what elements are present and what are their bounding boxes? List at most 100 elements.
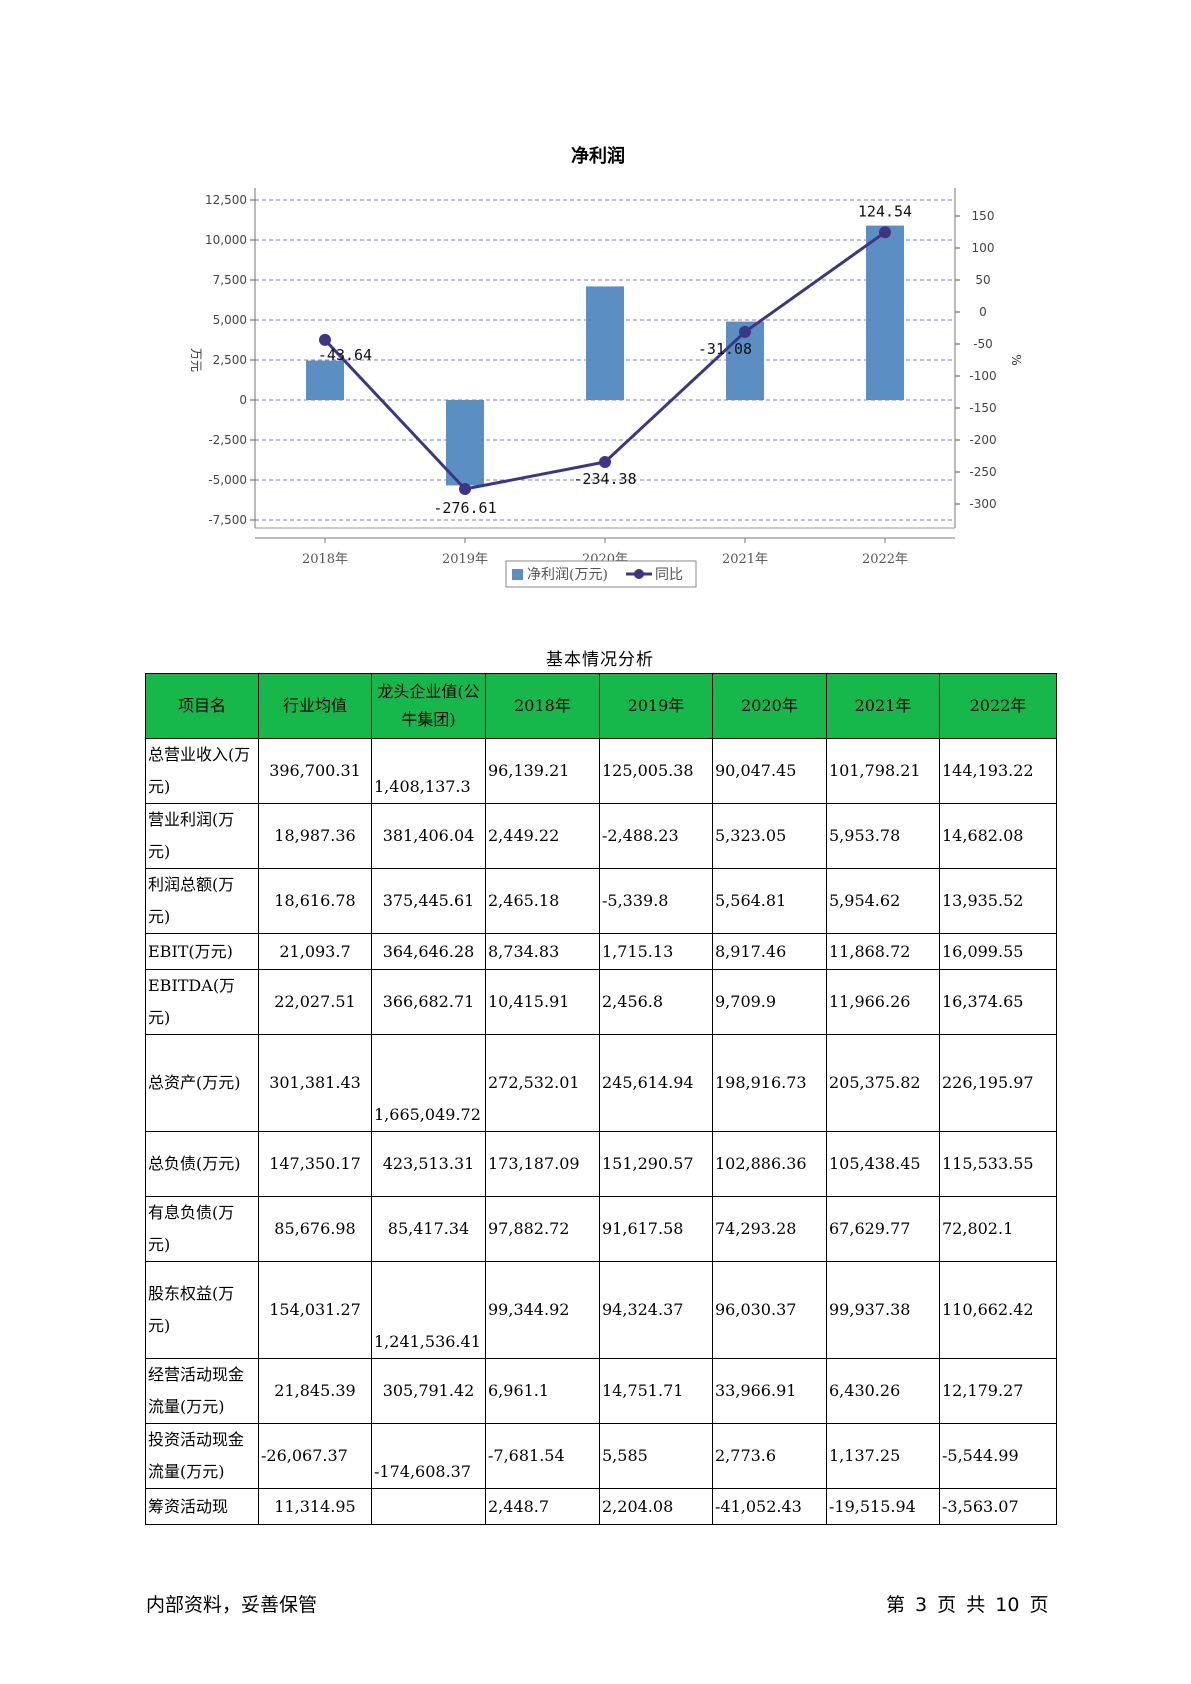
table-caption: 基本情况分析 xyxy=(546,650,654,670)
yoy-data-label: -43.64 xyxy=(318,346,372,364)
table-row: 利润总额(万元) 18,616.78 375,445.61 2,465.18 -5,33… xyxy=(145,868,1057,934)
table-cell: 97,882.72 xyxy=(485,1196,600,1262)
row-label: 总营业收入(万元) xyxy=(145,738,259,804)
table-cell: 151,290.57 xyxy=(599,1131,713,1197)
table-cell: -2,488.23 xyxy=(599,803,713,869)
y2-tick-label: -150 xyxy=(969,401,996,415)
legend-label-bar: 净利润(万元) xyxy=(527,567,608,583)
row-label: 投资活动现金流量(万元) xyxy=(145,1423,259,1489)
bar-net-profit xyxy=(586,286,624,400)
table-cell: 366,682.71 xyxy=(371,969,486,1035)
net-profit-chart: 净利润 12,500 10,000 7,500 5,000 2,500 0 -2,500 -5… xyxy=(189,145,1023,588)
table-cell: 21,093.7 xyxy=(258,933,372,970)
table-cell: -5,339.8 xyxy=(599,868,713,934)
yoy-data-label: -234.38 xyxy=(573,470,636,488)
table-cell: 22,027.51 xyxy=(258,969,372,1035)
table-cell: 94,324.37 xyxy=(599,1261,713,1359)
row-label: EBIT(万元) xyxy=(145,933,259,970)
footer-confidential-note: 内部资料，妥善保管 xyxy=(146,1594,318,1616)
y-tick-label: -2,500 xyxy=(208,433,247,447)
x-tick-label: 2022年 xyxy=(862,552,908,567)
yoy-data-label: 124.54 xyxy=(858,202,912,220)
yoy-data-label: -276.61 xyxy=(433,499,496,517)
y-tick-label: 2,500 xyxy=(213,353,247,367)
table-cell: 5,953.78 xyxy=(826,803,940,869)
table-cell: 144,193.22 xyxy=(939,738,1057,804)
table-cell: 99,344.92 xyxy=(485,1261,600,1359)
y-axis-title: 万元 xyxy=(189,348,203,372)
table-row: 营业利润(万元) 18,987.36 381,406.04 2,449.22 -2,48… xyxy=(145,803,1057,869)
table-cell: 1,665,049.72 xyxy=(371,1034,486,1132)
table-cell: 105,438.45 xyxy=(826,1131,940,1197)
table-cell: 1,137.25 xyxy=(826,1423,940,1489)
yoy-point xyxy=(599,456,611,469)
col-header-2021: 2021年 xyxy=(826,673,940,739)
table-cell: 18,987.36 xyxy=(258,803,372,869)
y2-tick-label: -50 xyxy=(973,337,993,351)
table-cell: 16,099.55 xyxy=(939,933,1057,970)
table-cell: 91,617.58 xyxy=(599,1196,713,1262)
yoy-data-label: -31.08 xyxy=(698,340,752,358)
y2-tick-label: -250 xyxy=(969,465,996,479)
y-tick-label: -7,500 xyxy=(208,513,247,527)
table-cell: 5,585 xyxy=(599,1423,713,1489)
table-cell: 67,629.77 xyxy=(826,1196,940,1262)
table-cell: 2,773.6 xyxy=(712,1423,827,1489)
col-header-2020: 2020年 xyxy=(712,673,827,739)
table-cell: 2,449.22 xyxy=(485,803,600,869)
table-cell: -26,067.37 xyxy=(258,1423,372,1489)
table-cell: 5,564.81 xyxy=(712,868,827,934)
table-row: 股东权益(万元) 154,031.27 1,241,536.41 99,344.92 9… xyxy=(145,1261,1057,1359)
table-cell: 8,734.83 xyxy=(485,933,600,970)
x-tick-label: 2019年 xyxy=(442,552,488,567)
row-label: 股东权益(万元) xyxy=(145,1261,259,1359)
table-cell: 272,532.01 xyxy=(485,1034,600,1132)
row-label: 有息负债(万元) xyxy=(145,1196,259,1262)
table-cell: 2,448.7 xyxy=(485,1488,600,1525)
table-row: 总负债(万元) 147,350.17 423,513.31 173,187.09 151… xyxy=(145,1131,1057,1197)
y-tick-label: 7,500 xyxy=(213,273,247,287)
bar-net-profit xyxy=(306,360,344,400)
legend-marker-line xyxy=(634,569,644,579)
chart-title: 净利润 xyxy=(571,145,625,167)
col-header-leader: 龙头企业值(公牛集团) xyxy=(371,673,486,739)
yoy-point xyxy=(319,333,331,346)
yoy-point xyxy=(459,483,471,496)
table-cell: 14,751.71 xyxy=(599,1358,713,1424)
table-cell: 305,791.42 xyxy=(371,1358,486,1424)
x-tick-label: 2018年 xyxy=(302,552,348,567)
row-label: EBITDA(万元) xyxy=(145,969,259,1035)
table-cell: 11,868.72 xyxy=(826,933,940,970)
legend-label-line: 同比 xyxy=(655,567,683,583)
table-cell: 6,961.1 xyxy=(485,1358,600,1424)
table-cell: 115,533.55 xyxy=(939,1131,1057,1197)
table-cell: 6,430.26 xyxy=(826,1358,940,1424)
table-cell: 1,408,137.3 xyxy=(371,738,486,804)
table-cell: 10,415.91 xyxy=(485,969,600,1035)
bar-net-profit xyxy=(866,225,904,400)
table-cell: 2,465.18 xyxy=(485,868,600,934)
table-row: 有息负债(万元) 85,676.98 85,417.34 97,882.72 91,61… xyxy=(145,1196,1057,1262)
table-cell: 21,845.39 xyxy=(258,1358,372,1424)
table-cell: 147,350.17 xyxy=(258,1131,372,1197)
table-header-row: 项目名 行业均值 龙头企业值(公牛集团) 2018年 2019年 2020年 2… xyxy=(145,673,1057,739)
table-cell: 154,031.27 xyxy=(258,1261,372,1359)
table-cell: 85,417.34 xyxy=(371,1196,486,1262)
row-label: 利润总额(万元) xyxy=(145,868,259,934)
y-tick-label: 12,500 xyxy=(205,193,247,207)
table-cell: 5,323.05 xyxy=(712,803,827,869)
table-cell: 102,886.36 xyxy=(712,1131,827,1197)
row-label: 经营活动现金流量(万元) xyxy=(145,1358,259,1424)
table-row: 总资产(万元) 301,381.43 1,665,049.72 272,532.01 2… xyxy=(145,1034,1057,1132)
table-cell: 2,204.08 xyxy=(599,1488,713,1525)
table-cell: 173,187.09 xyxy=(485,1131,600,1197)
y2-tick-label: -200 xyxy=(969,433,996,447)
table-cell: 2,456.8 xyxy=(599,969,713,1035)
legend-swatch-bar xyxy=(512,569,523,580)
table-cell: 72,802.1 xyxy=(939,1196,1057,1262)
col-header-industry-avg: 行业均值 xyxy=(258,673,372,739)
y2-tick-label: -300 xyxy=(969,497,996,511)
legend-box xyxy=(505,560,697,588)
table-cell: -41,052.43 xyxy=(712,1488,827,1525)
table-cell xyxy=(371,1488,486,1525)
